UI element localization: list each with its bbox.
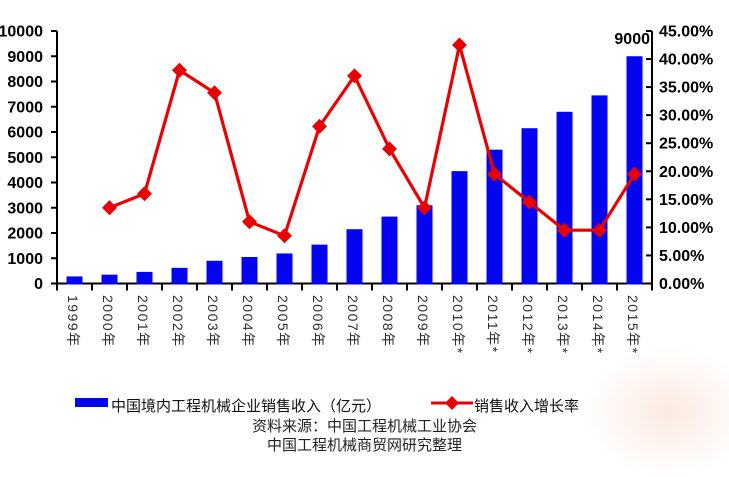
x-axis-label: 2003年	[204, 295, 221, 348]
x-axis-label: 2007年	[344, 295, 361, 348]
right-axis-tick-label: 10.00%	[659, 220, 713, 237]
revenue-bar	[206, 260, 223, 285]
growth-diamond-marker	[452, 37, 467, 53]
revenue-bar	[66, 276, 83, 285]
right-axis-tick-label: 35.00%	[659, 80, 713, 97]
legend-bar-swatch	[75, 398, 108, 407]
x-axis-label: 2001年	[134, 295, 151, 348]
revenue-bar	[171, 267, 188, 285]
right-axis-tick-label: 5.00%	[659, 248, 704, 265]
left-axis-tick-label: 4000	[7, 175, 43, 192]
revenue-bar	[451, 171, 468, 285]
growth-diamond-marker	[102, 200, 117, 216]
x-axis-label: 2009年	[414, 295, 431, 348]
left-axis-tick-label: 6000	[7, 125, 43, 142]
watermark-smudge	[584, 347, 729, 477]
source-line-2: 中国工程机械商贸网研究整理	[266, 437, 462, 454]
source-note: 资料来源：中国工程机械工业协会 中国工程机械商贸网研究整理	[0, 417, 729, 455]
growth-diamond-marker	[382, 141, 397, 157]
left-axis-tick-label: 1000	[7, 251, 43, 268]
x-axis-label: 2006年	[309, 295, 326, 348]
x-axis-label: 2015年*	[624, 295, 641, 355]
left-axis-tick-label: 8000	[7, 74, 43, 91]
x-axis-label: 2014年*	[589, 295, 606, 355]
revenue-bar	[556, 111, 573, 285]
growth-diamond-marker	[172, 62, 187, 78]
right-axis-tick-label: 30.00%	[659, 108, 713, 125]
data-label-9000: 9000	[614, 31, 650, 48]
growth-line	[108, 44, 636, 238]
revenue-bar	[311, 244, 328, 285]
left-axis-tick-label: 9000	[7, 49, 43, 66]
revenue-bar	[136, 271, 153, 285]
growth-diamond-marker	[557, 222, 572, 238]
revenue-bar	[486, 149, 503, 285]
growth-diamond-marker	[207, 85, 222, 101]
x-axis-label: 2013年*	[554, 295, 571, 355]
left-axis-tick-label: 0	[34, 276, 43, 293]
legend-line-label: 销售收入增长率	[474, 398, 580, 415]
right-axis-tick-label: 25.00%	[659, 136, 713, 153]
growth-diamond-marker	[312, 118, 327, 134]
right-axis-tick-label: 15.00%	[659, 192, 713, 209]
growth-diamond-marker	[347, 68, 362, 84]
legend-bar-label: 中国境内工程机械企业销售收入（亿元）	[111, 398, 382, 415]
right-axis-tick-label: 0.00%	[659, 276, 704, 293]
revenue-bar	[241, 256, 258, 285]
x-axis-label: 2008年	[379, 295, 396, 348]
source-line-1: 资料来源：中国工程机械工业协会	[251, 418, 477, 435]
growth-diamond-marker	[487, 166, 502, 182]
revenue-bar	[346, 229, 363, 285]
revenue-bar	[101, 274, 118, 285]
left-axis-tick-label: 2000	[7, 226, 43, 243]
growth-diamond-marker	[592, 222, 607, 238]
x-axis-label: 2004年	[239, 295, 256, 348]
growth-diamond-marker	[277, 228, 292, 244]
x-axis-label: 2011年*	[484, 295, 501, 354]
left-axis-tick-label: 3000	[7, 200, 43, 217]
x-axis-label: 2010年*	[449, 295, 466, 355]
revenue-bar	[416, 205, 433, 285]
legend-line-marker-icon	[431, 395, 473, 411]
combo-chart-plot: 0 1000 2000 3000 4000 5000 6000 7000 8000 9000 100…	[0, 24, 713, 294]
chart-canvas: 0 1000 2000 3000 4000 5000 6000 7000 8000 9000 100…	[0, 23, 729, 477]
x-axis-label: 1999年	[64, 295, 81, 348]
growth-diamond-marker	[627, 166, 642, 182]
growth-diamond-marker	[242, 214, 257, 230]
revenue-bar	[591, 95, 608, 285]
x-axis-label: 2002年	[169, 295, 186, 348]
right-axis-tick-label: 45.00%	[659, 24, 713, 41]
left-axis-tick-label: 5000	[7, 150, 43, 167]
x-axis-label: 2012年*	[519, 295, 536, 355]
left-axis-tick-label: 7000	[7, 99, 43, 116]
right-axis-tick-label: 20.00%	[659, 164, 713, 181]
left-axis-tick-label: 10000	[0, 24, 43, 41]
growth-diamond-marker	[137, 186, 152, 202]
right-axis-tick-label: 40.00%	[659, 52, 713, 69]
x-axis-label: 2005年	[274, 295, 291, 348]
growth-diamond-marker	[417, 200, 432, 216]
revenue-bar	[381, 216, 398, 285]
revenue-bar	[276, 253, 293, 285]
x-axis-label: 2000年	[99, 295, 116, 348]
growth-diamond-marker	[522, 194, 537, 210]
